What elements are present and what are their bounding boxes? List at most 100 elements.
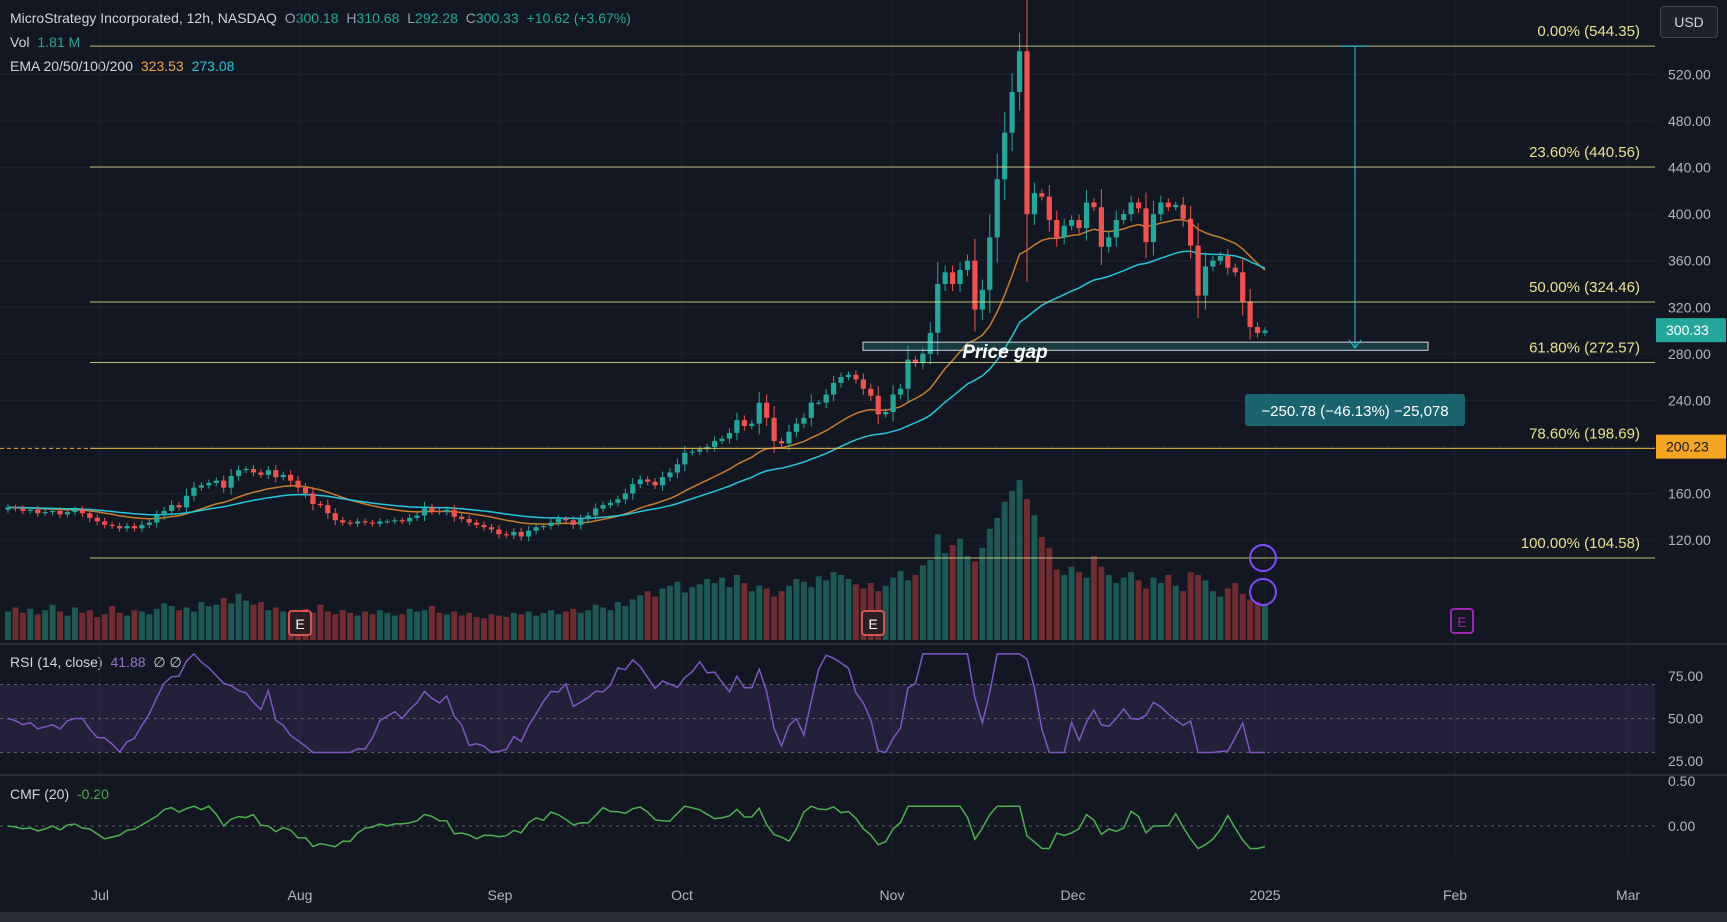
candle (555, 519, 562, 523)
candle (1076, 219, 1082, 229)
volume-bar (257, 602, 264, 640)
candle (548, 522, 554, 527)
volume-bar (503, 616, 510, 640)
volume-bar (1053, 569, 1060, 640)
candle (280, 474, 286, 478)
volume-bar (1217, 596, 1224, 640)
candle (131, 526, 138, 529)
volume-bar (458, 615, 465, 640)
volume-bar (786, 585, 792, 640)
volume-bar (1001, 501, 1008, 640)
y-tick-label: 320.00 (1668, 299, 1711, 315)
volume-bar (607, 610, 614, 640)
volume-bar (748, 591, 755, 640)
volume-bar (57, 611, 64, 640)
candle (1135, 202, 1142, 209)
candle (1262, 330, 1268, 333)
cmf-tick-label: 0.50 (1668, 773, 1695, 789)
volume-bar (124, 615, 130, 640)
candle (838, 377, 844, 383)
volume-legend: Vol 1.81 M (10, 34, 84, 50)
volume-bar (1031, 515, 1038, 640)
volume-bar (1098, 566, 1105, 640)
volume-bar (808, 587, 815, 640)
candle (169, 505, 175, 511)
volume-bar (495, 615, 502, 640)
candle (265, 470, 271, 475)
high-label: H (346, 10, 357, 26)
candle (563, 519, 569, 521)
candle (407, 517, 413, 522)
candle (5, 507, 11, 510)
volume-bar (592, 604, 599, 640)
candle (615, 499, 621, 503)
candle (273, 470, 279, 478)
volume-bar (280, 611, 287, 640)
candle (793, 423, 800, 432)
volume-bar (1187, 572, 1194, 640)
candle (310, 493, 316, 504)
candle (749, 423, 755, 426)
x-tick-label: Aug (288, 887, 313, 903)
candle (79, 509, 85, 514)
volume-bar (79, 612, 86, 640)
volume-bar (12, 607, 19, 640)
candle (496, 529, 502, 535)
volume-bar (1254, 602, 1261, 640)
earnings-marker: E (295, 616, 304, 632)
low-label: L (407, 10, 416, 26)
volume-bar (168, 606, 175, 640)
volume-bar (562, 611, 569, 640)
cmf-line (7, 805, 1266, 850)
volume-bar (34, 614, 41, 640)
candle (1240, 272, 1246, 302)
volume-bar (1076, 572, 1083, 640)
measure-box (1245, 394, 1465, 426)
candle (511, 531, 517, 536)
candle (340, 520, 346, 523)
candle (317, 503, 323, 506)
volume-bar (510, 612, 517, 640)
volume-bar (250, 604, 257, 640)
candle (622, 493, 628, 500)
volume-bar (1165, 574, 1172, 640)
volume-bar (190, 611, 197, 640)
volume-bar (384, 612, 391, 640)
candle (1031, 193, 1038, 215)
volume-bar (138, 611, 145, 640)
y-tick-label: 120.00 (1668, 532, 1711, 548)
candle (1254, 327, 1261, 333)
candle (1180, 204, 1186, 219)
candle (1046, 196, 1052, 220)
volume-bar (741, 583, 748, 640)
volume-bar (1038, 536, 1045, 640)
candle (235, 470, 242, 476)
volume-bar (600, 607, 607, 640)
volume-bar (309, 612, 316, 640)
volume-bar (213, 604, 220, 640)
ema-value-fast: 323.53 (140, 58, 184, 74)
candle (518, 531, 524, 537)
volume-bar (733, 574, 740, 640)
candle (756, 402, 762, 424)
candle (1016, 51, 1023, 92)
currency-button[interactable]: USD (1660, 6, 1718, 38)
candle (979, 289, 985, 310)
last-price-label: 300.33 (1666, 322, 1709, 338)
candle (1165, 202, 1171, 208)
candle (860, 379, 866, 389)
high-value: 310.68 (356, 10, 400, 26)
candle (116, 526, 123, 529)
volume-bar (5, 611, 11, 640)
candle (414, 515, 420, 518)
candle (347, 522, 353, 524)
candle (600, 505, 606, 509)
volume-bar (220, 597, 227, 640)
ema-value-slow: 273.08 (191, 58, 235, 74)
volume-bar (347, 612, 354, 640)
volume-bar (428, 606, 435, 640)
candle (288, 474, 294, 481)
candle (332, 513, 338, 521)
volume-bar (830, 572, 837, 640)
